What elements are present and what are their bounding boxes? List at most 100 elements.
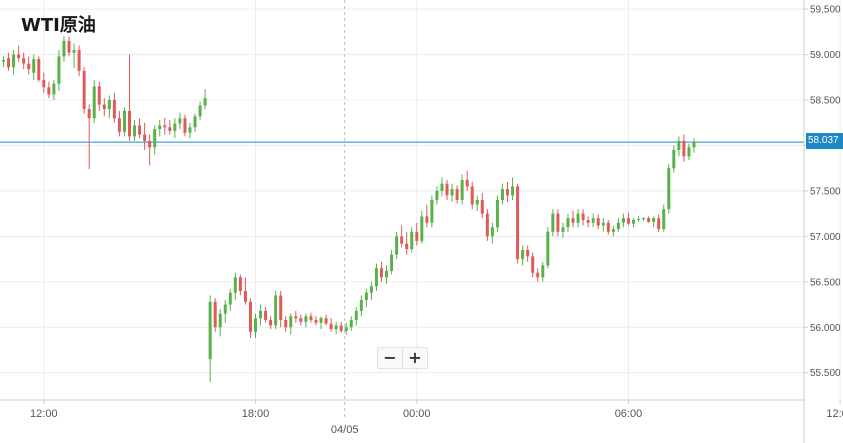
candle <box>188 122 192 139</box>
candle-body <box>7 58 11 68</box>
candle <box>178 112 182 130</box>
candle-body <box>279 295 283 320</box>
candle <box>274 290 278 330</box>
candle-body <box>531 256 535 273</box>
candle <box>344 322 348 335</box>
candle-body <box>238 277 242 291</box>
candle-body <box>158 125 162 130</box>
candle-body <box>22 58 26 64</box>
y-tick-label: 57.000 <box>810 232 841 243</box>
zoom-out-button[interactable]: − <box>378 348 402 368</box>
candle-body <box>511 186 515 196</box>
candle-body <box>521 250 525 260</box>
chart-title: WTI原油 <box>21 15 96 36</box>
candle <box>566 213 570 232</box>
candle-body <box>334 325 338 330</box>
candle <box>647 216 651 223</box>
candle-body <box>82 70 86 110</box>
candle-body <box>339 325 343 331</box>
candle-body <box>430 200 434 223</box>
candle-body <box>576 213 580 223</box>
candle <box>511 177 515 200</box>
candle-body <box>642 218 646 220</box>
price-axis[interactable]: 59.50059.00058.50058.00057.50057.00056.5… <box>803 0 841 443</box>
candle-body <box>566 218 570 228</box>
candle-body <box>677 140 681 150</box>
candle <box>546 227 550 269</box>
candle <box>82 67 86 114</box>
candle-body <box>138 125 142 135</box>
candle-body <box>193 116 197 128</box>
candle-body <box>450 189 454 196</box>
candle <box>264 307 268 323</box>
candle <box>238 274 242 296</box>
candle-body <box>606 222 610 232</box>
candle-body <box>183 118 187 133</box>
candle-body <box>329 323 333 330</box>
candle <box>97 81 101 111</box>
candle-body <box>92 86 96 119</box>
candle-body <box>223 304 227 314</box>
candle-body <box>546 231 550 266</box>
candle-body <box>687 147 691 157</box>
candle <box>309 312 313 323</box>
candle <box>395 231 399 260</box>
candle-body <box>652 218 656 222</box>
candle <box>62 36 66 62</box>
candle <box>677 136 681 157</box>
candle-body <box>561 227 565 232</box>
candle-body <box>42 80 46 88</box>
candle-body <box>17 54 21 59</box>
candle <box>485 209 489 241</box>
candle <box>506 181 509 202</box>
candle-body <box>405 243 409 250</box>
candle <box>606 220 610 235</box>
candle-body <box>47 87 51 95</box>
candle <box>637 216 641 222</box>
candle-body <box>198 105 202 117</box>
candle <box>233 272 237 300</box>
candle-body <box>344 327 348 331</box>
candle-body <box>354 310 358 320</box>
candle <box>445 180 449 200</box>
candle-body <box>490 227 494 237</box>
candle <box>259 304 263 326</box>
candle <box>405 231 409 255</box>
candle <box>490 222 494 244</box>
candle-body <box>188 127 192 133</box>
candle-body <box>254 318 257 332</box>
candle-body <box>400 236 404 244</box>
candle <box>621 213 625 228</box>
candle-body <box>32 59 36 73</box>
candle <box>17 45 21 62</box>
candle <box>37 56 41 82</box>
candle-body <box>153 129 157 148</box>
candle-body <box>364 292 368 300</box>
candle <box>430 195 434 228</box>
candle-body <box>117 118 121 132</box>
candle-body <box>390 254 394 271</box>
candle <box>284 316 288 332</box>
candle-body <box>385 270 389 278</box>
candle <box>193 113 197 132</box>
x-tick-label: 12:00 <box>30 408 58 420</box>
candle <box>561 222 565 239</box>
candle <box>682 134 686 162</box>
candle <box>228 289 232 311</box>
candle <box>32 54 36 80</box>
candle-body <box>465 180 469 187</box>
candle-body <box>304 316 308 322</box>
candle <box>400 225 404 248</box>
zoom-in-button[interactable]: + <box>403 348 427 368</box>
candle-body <box>662 209 666 230</box>
candle <box>12 50 16 75</box>
candle <box>500 183 504 205</box>
candle-body <box>122 110 126 132</box>
candle-body <box>596 218 600 226</box>
candle <box>596 214 600 230</box>
candle-body <box>410 231 414 250</box>
y-tick-label: 59.000 <box>810 50 841 61</box>
y-tick-label: 58.500 <box>810 96 841 107</box>
